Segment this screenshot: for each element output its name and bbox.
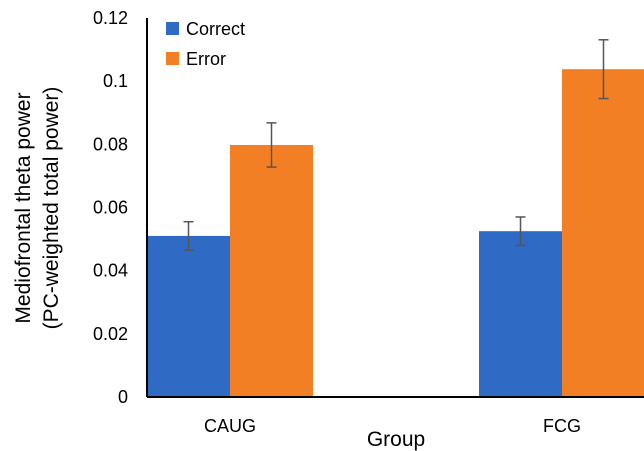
x-tick-label: FCG: [543, 416, 581, 436]
bar-caug-error: [230, 144, 313, 397]
axes-layer: [146, 18, 644, 398]
y-tick-labels: 0 0.02 0.04 0.06 0.08 0.1 0.12: [93, 8, 128, 407]
x-tick-labels: CAUG FCG: [204, 416, 581, 436]
y-axis-title-line-2: (PC-weighted total power): [40, 87, 63, 330]
y-tick-label: 0.02: [93, 324, 128, 344]
y-tick-label: 0.1: [103, 71, 128, 91]
y-tick-label: 0.08: [93, 134, 128, 154]
x-axis-title: Group: [367, 428, 425, 451]
errorbar-caug-error: [266, 122, 277, 168]
legend-label-correct: Correct: [186, 19, 245, 39]
legend-swatch-correct: [166, 22, 179, 35]
x-tick-label: CAUG: [204, 416, 256, 436]
errorbar-caug-correct: [183, 220, 194, 251]
errorbar-fcg-error: [598, 39, 609, 100]
legend: Correct Error: [166, 19, 245, 69]
bar-caug-correct: [147, 235, 230, 397]
y-tick-label: 0: [118, 387, 128, 407]
errorbars-layer: [183, 39, 609, 251]
bar-fcg-correct: [479, 231, 562, 397]
y-tick-label: 0.04: [93, 261, 128, 281]
errorbar-fcg-correct: [515, 216, 526, 247]
y-tick-label: 0.12: [93, 8, 128, 28]
legend-label-error: Error: [186, 49, 226, 69]
bar-fcg-error: [562, 69, 644, 397]
bars-layer: [147, 69, 644, 397]
y-tick-label: 0.06: [93, 198, 128, 218]
legend-swatch-error: [166, 52, 179, 65]
y-axis-title-line-1: Mediofrontal theta power: [12, 92, 35, 323]
y-axis-title: Mediofrontal theta power (PC-weighted to…: [12, 87, 63, 330]
